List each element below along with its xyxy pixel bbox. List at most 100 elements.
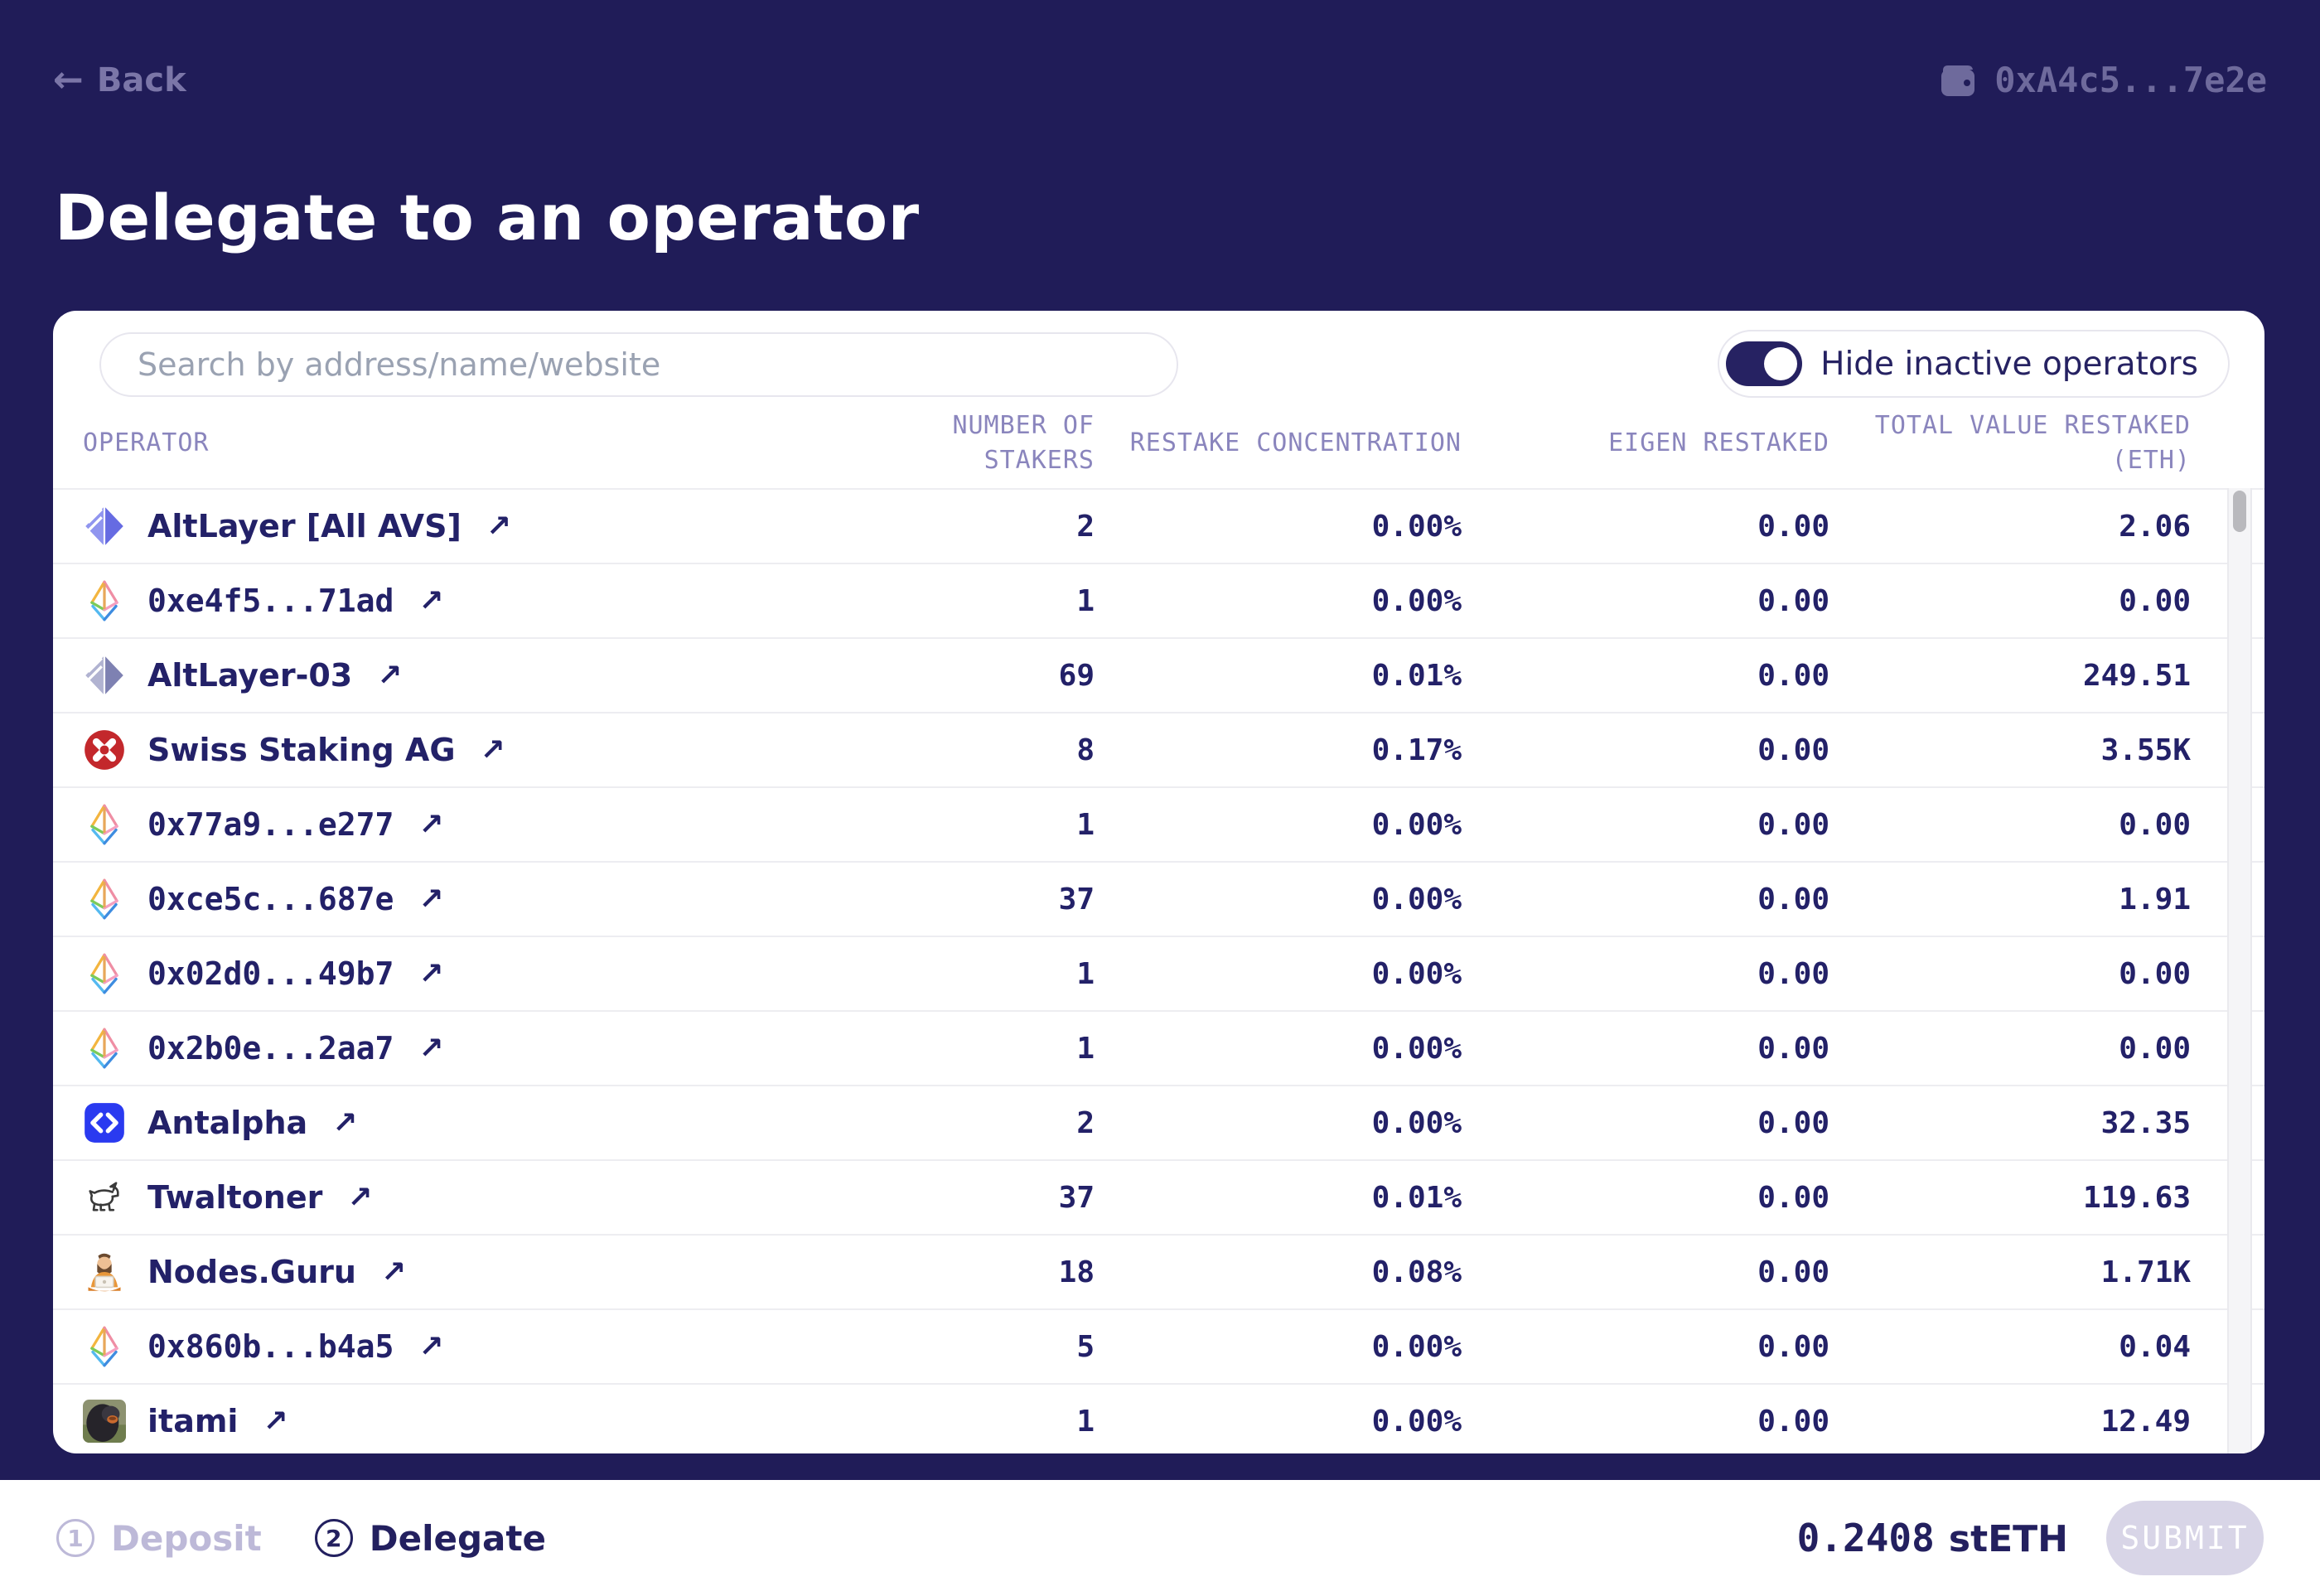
external-link-icon[interactable]: ↗ xyxy=(418,882,444,916)
external-link-icon[interactable]: ↗ xyxy=(347,1180,373,1215)
eigen-restaked-value: 0.00 xyxy=(1757,1105,1829,1140)
operator-name: itami xyxy=(147,1403,239,1439)
search-input[interactable] xyxy=(99,332,1178,397)
eigen-restaked-value: 0.00 xyxy=(1757,509,1829,544)
eigen-restaked-value: 0.00 xyxy=(1757,583,1829,618)
table-row[interactable]: AltLayer [All AVS] ↗ 2 0.00% 0.00 2.06 xyxy=(53,488,2264,563)
stakers-value: 1 xyxy=(1076,807,1095,842)
operator-name: AltLayer-03 xyxy=(147,657,353,694)
eth-diamond-icon xyxy=(83,803,126,846)
step-deposit[interactable]: 1 Deposit xyxy=(56,1518,262,1559)
external-link-icon[interactable]: ↗ xyxy=(418,807,444,842)
column-operator: OPERATOR xyxy=(83,428,210,457)
eigen-restaked-value: 0.00 xyxy=(1757,807,1829,842)
table-row[interactable]: 0x2b0e...2aa7 ↗ 1 0.00% 0.00 0.00 xyxy=(53,1010,2264,1085)
table-row[interactable]: Antalpha ↗ 2 0.00% 0.00 32.35 xyxy=(53,1085,2264,1159)
table-header: OPERATOR NUMBER OF STAKERS RESTAKE CONCE… xyxy=(53,399,2264,488)
step-delegate[interactable]: 2 Delegate xyxy=(314,1518,546,1559)
external-link-icon[interactable]: ↗ xyxy=(377,658,403,693)
stakers-value: 37 xyxy=(1058,882,1095,916)
eigen-restaked-value: 0.00 xyxy=(1757,1404,1829,1439)
wallet-icon xyxy=(1941,65,1975,96)
eth-diamond-icon xyxy=(83,878,126,921)
eigen-restaked-value: 0.00 xyxy=(1757,1180,1829,1215)
eth-diamond-icon xyxy=(83,1027,126,1070)
table-row[interactable]: Swiss Staking AG ↗ 8 0.17% 0.00 3.55K xyxy=(53,712,2264,786)
operator-cell: 0xce5c...687e ↗ xyxy=(83,878,846,921)
operator-name: Nodes.Guru xyxy=(147,1254,356,1290)
step-indicator: 1 Deposit 2 Delegate xyxy=(56,1518,546,1559)
operator-name: 0x860b...b4a5 xyxy=(147,1328,394,1365)
total-restaked-value: 0.00 xyxy=(2119,583,2191,618)
altlayer-muted-icon xyxy=(83,654,126,697)
stakers-value: 37 xyxy=(1058,1180,1095,1215)
external-link-icon[interactable]: ↗ xyxy=(480,733,505,767)
topbar: ← Back 0xA4c5...7e2e xyxy=(53,60,2267,100)
column-number-of-stakers: NUMBER OF STAKERS xyxy=(952,411,1095,475)
stakers-value: 18 xyxy=(1058,1255,1095,1289)
external-link-icon[interactable]: ↗ xyxy=(418,583,444,618)
back-arrow-icon: ← xyxy=(53,58,84,101)
operator-cell: 0xe4f5...71ad ↗ xyxy=(83,579,846,622)
table-row[interactable]: itami ↗ 1 0.00% 0.00 12.49 xyxy=(53,1383,2264,1453)
eigen-restaked-value: 0.00 xyxy=(1757,733,1829,767)
wallet-address: 0xA4c5...7e2e xyxy=(1994,60,2267,100)
back-button[interactable]: ← Back xyxy=(53,61,186,99)
total-restaked-value: 1.91 xyxy=(2119,882,2191,916)
balance-unit: stETH xyxy=(1948,1518,2068,1560)
external-link-icon[interactable]: ↗ xyxy=(418,1031,444,1066)
submit-button[interactable]: SUBMIT xyxy=(2106,1501,2264,1575)
table-row[interactable]: 0xe4f5...71ad ↗ 1 0.00% 0.00 0.00 xyxy=(53,563,2264,637)
concentration-value: 0.00% xyxy=(1371,509,1462,544)
eigen-restaked-value: 0.00 xyxy=(1757,1031,1829,1066)
stakers-value: 69 xyxy=(1058,658,1095,693)
step-1-circle: 1 xyxy=(56,1519,94,1557)
balance: 0.2408 stETH xyxy=(1797,1516,2068,1560)
total-restaked-value: 2.06 xyxy=(2119,509,2191,544)
page-title: Delegate to an operator xyxy=(55,181,920,254)
operator-cell: AltLayer-03 ↗ xyxy=(83,654,846,697)
concentration-value: 0.00% xyxy=(1371,807,1462,842)
operator-cell: 0x02d0...49b7 ↗ xyxy=(83,952,846,995)
total-restaked-value: 12.49 xyxy=(2100,1404,2191,1439)
total-restaked-value: 3.55K xyxy=(2100,733,2191,767)
table-row[interactable]: Twaltoner ↗ 37 0.01% 0.00 119.63 xyxy=(53,1159,2264,1234)
stakers-value: 1 xyxy=(1076,583,1095,618)
operator-name: Swiss Staking AG xyxy=(147,732,456,768)
toggle-switch[interactable] xyxy=(1726,341,1803,386)
total-restaked-value: 0.00 xyxy=(2119,956,2191,991)
scrollbar-thumb[interactable] xyxy=(2233,491,2246,532)
concentration-value: 0.00% xyxy=(1371,583,1462,618)
operator-cell: Nodes.Guru ↗ xyxy=(83,1250,846,1294)
external-link-icon[interactable]: ↗ xyxy=(263,1404,288,1439)
wallet-address-chip[interactable]: 0xA4c5...7e2e xyxy=(1938,60,2267,100)
table-row[interactable]: 0x77a9...e277 ↗ 1 0.00% 0.00 0.00 xyxy=(53,786,2264,861)
operator-name: 0x02d0...49b7 xyxy=(147,955,394,992)
toggle-label: Hide inactive operators xyxy=(1820,345,2198,383)
scrollbar-track[interactable] xyxy=(2227,488,2252,1453)
table-row[interactable]: 0x860b...b4a5 ↗ 5 0.00% 0.00 0.04 xyxy=(53,1308,2264,1383)
eigen-restaked-value: 0.00 xyxy=(1757,1329,1829,1364)
hide-inactive-toggle[interactable]: Hide inactive operators xyxy=(1718,330,2230,398)
operator-cell: 0x2b0e...2aa7 ↗ xyxy=(83,1027,846,1070)
altlayer-icon xyxy=(83,505,126,548)
column-eigen-restaked: EIGEN RESTAKED xyxy=(1608,428,1829,457)
concentration-value: 0.01% xyxy=(1371,658,1462,693)
swiss-staking-icon xyxy=(83,728,126,771)
stakers-value: 5 xyxy=(1076,1329,1095,1364)
total-restaked-value: 0.00 xyxy=(2119,807,2191,842)
column-restake-concentration: RESTAKE CONCENTRATION xyxy=(1129,428,1462,457)
stakers-value: 1 xyxy=(1076,1404,1095,1439)
operator-cell: 0x77a9...e277 ↗ xyxy=(83,803,846,846)
external-link-icon[interactable]: ↗ xyxy=(418,1329,444,1364)
table-row[interactable]: AltLayer-03 ↗ 69 0.01% 0.00 249.51 xyxy=(53,637,2264,712)
external-link-icon[interactable]: ↗ xyxy=(486,509,512,544)
operator-name: 0x2b0e...2aa7 xyxy=(147,1030,394,1066)
external-link-icon[interactable]: ↗ xyxy=(332,1105,358,1140)
step-2-circle: 2 xyxy=(314,1519,353,1557)
table-row[interactable]: 0xce5c...687e ↗ 37 0.00% 0.00 1.91 xyxy=(53,861,2264,936)
table-row[interactable]: Nodes.Guru ↗ 18 0.08% 0.00 1.71K xyxy=(53,1234,2264,1308)
external-link-icon[interactable]: ↗ xyxy=(380,1255,407,1289)
external-link-icon[interactable]: ↗ xyxy=(418,956,444,991)
table-row[interactable]: 0x02d0...49b7 ↗ 1 0.00% 0.00 0.00 xyxy=(53,936,2264,1010)
